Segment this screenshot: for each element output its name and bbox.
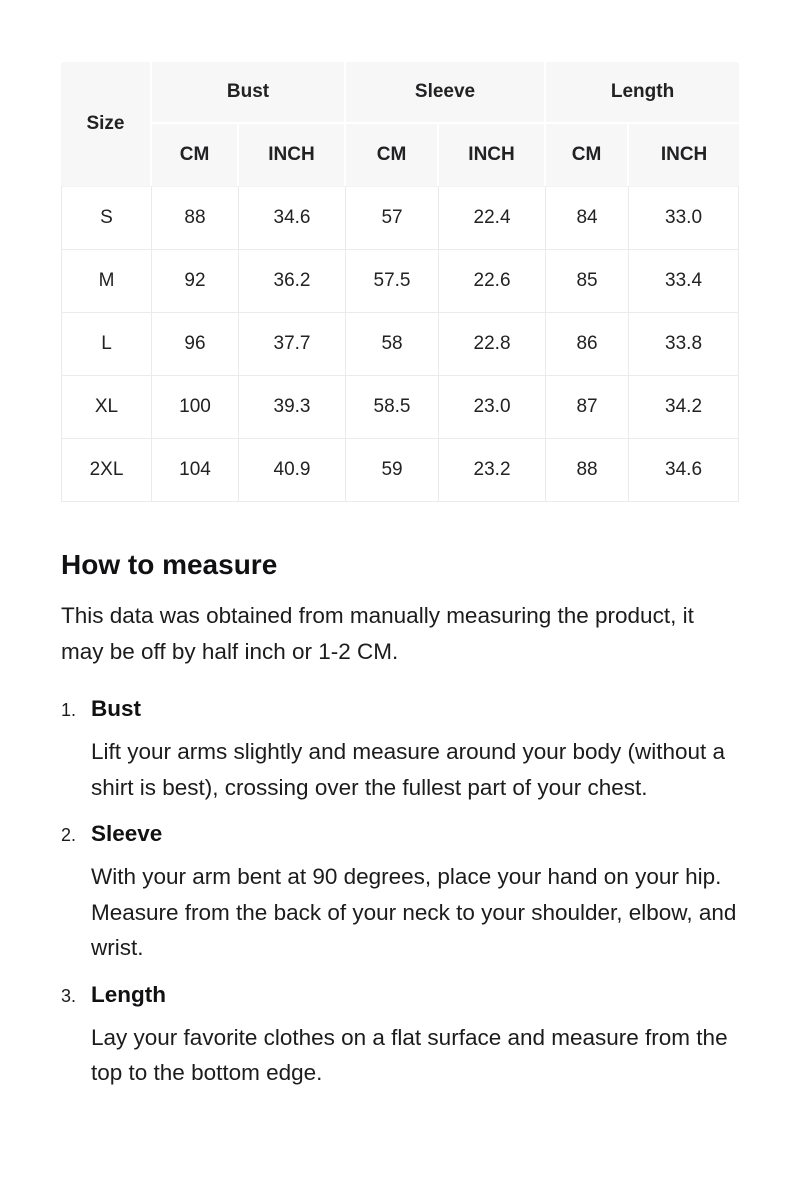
size-cell: M <box>61 250 152 313</box>
sleeve-cm-cell: 58 <box>346 313 440 376</box>
step-heading: 3. Length <box>61 980 739 1010</box>
size-cell: 2XL <box>61 439 152 502</box>
sleeve-group-header: Sleeve <box>346 62 547 124</box>
table-row-m: M 92 36.2 57.5 22.6 85 33.4 <box>61 250 740 313</box>
bust-cm-cell: 104 <box>152 439 239 502</box>
step-heading: 1. Bust <box>61 694 739 724</box>
length-cm-cell: 85 <box>546 250 630 313</box>
step-title: Length <box>91 981 166 1007</box>
table-row-s: S 88 34.6 57 22.4 84 33.0 <box>61 186 740 250</box>
size-chart-header: Size Bust Sleeve Length CM INCH CM INCH … <box>61 62 740 186</box>
measure-step-bust: 1. Bust Lift your arms slightly and meas… <box>61 694 739 805</box>
bust-group-header: Bust <box>152 62 347 124</box>
bust-cm-cell: 92 <box>152 250 239 313</box>
length-cm-cell: 86 <box>546 313 630 376</box>
sleeve-inch-cell: 22.4 <box>439 186 547 250</box>
length-inch-cell: 33.0 <box>629 186 740 250</box>
bust-cm-cell: 100 <box>152 376 239 439</box>
step-number: 2. <box>61 825 77 845</box>
size-column-header: Size <box>61 62 152 186</box>
length-inch-cell: 33.8 <box>629 313 740 376</box>
sleeve-cm-cell: 58.5 <box>346 376 440 439</box>
length-cm-cell: 88 <box>546 439 630 502</box>
sleeve-inch-cell: 23.2 <box>439 439 547 502</box>
size-chart-body: S 88 34.6 57 22.4 84 33.0 M 92 36.2 57.5… <box>61 186 740 502</box>
step-description: With your arm bent at 90 degrees, place … <box>91 864 737 960</box>
measure-steps-list: 1. Bust Lift your arms slightly and meas… <box>61 694 739 1091</box>
sleeve-cm-cell: 57.5 <box>346 250 440 313</box>
step-description: Lift your arms slightly and measure arou… <box>91 739 726 800</box>
size-cell: S <box>61 186 152 250</box>
sleeve-cm-cell: 57 <box>346 186 440 250</box>
bust-cm-cell: 88 <box>152 186 239 250</box>
length-cm-header: CM <box>546 124 630 186</box>
step-description: Lay your favorite clothes on a flat surf… <box>91 1024 728 1086</box>
step-number: 3. <box>61 985 77 1006</box>
length-group-header: Length <box>546 62 740 124</box>
sleeve-cm-cell: 59 <box>346 439 440 502</box>
length-cm-cell: 87 <box>546 376 630 439</box>
step-title: Sleeve <box>91 821 163 846</box>
size-cell: XL <box>61 376 152 439</box>
bust-inch-cell: 40.9 <box>239 439 347 502</box>
table-row-2xl: 2XL 104 40.9 59 23.2 88 34.6 <box>61 439 740 502</box>
length-inch-cell: 34.6 <box>629 439 740 502</box>
bust-inch-cell: 36.2 <box>239 250 347 313</box>
bust-inch-cell: 34.6 <box>239 186 347 250</box>
bust-inch-cell: 39.3 <box>239 376 347 439</box>
sleeve-inch-cell: 22.6 <box>439 250 547 313</box>
how-to-measure-heading: How to measure <box>61 549 278 580</box>
sleeve-inch-cell: 23.0 <box>439 376 547 439</box>
length-cm-cell: 84 <box>546 186 630 250</box>
length-inch-cell: 33.4 <box>629 250 740 313</box>
table-row-xl: XL 100 39.3 58.5 23.0 87 34.2 <box>61 376 740 439</box>
sleeve-inch-cell: 22.8 <box>439 313 547 376</box>
sleeve-cm-header: CM <box>346 124 440 186</box>
length-inch-cell: 34.2 <box>629 376 740 439</box>
step-heading: 2. Sleeve <box>61 819 739 849</box>
measure-step-length: 3. Length Lay your favorite clothes on a… <box>61 980 739 1091</box>
sleeve-inch-header: INCH <box>439 124 547 186</box>
bust-cm-cell: 96 <box>152 313 239 376</box>
step-number: 1. <box>61 700 77 720</box>
measure-step-sleeve: 2. Sleeve With your arm bent at 90 degre… <box>61 819 739 966</box>
step-title: Bust <box>91 696 141 721</box>
size-chart-table: Size Bust Sleeve Length CM INCH CM INCH … <box>61 62 740 502</box>
size-cell: L <box>61 313 152 376</box>
bust-inch-header: INCH <box>239 124 347 186</box>
measure-intro-text: This data was obtained from manually mea… <box>61 603 694 664</box>
length-inch-header: INCH <box>629 124 740 186</box>
bust-inch-cell: 37.7 <box>239 313 347 376</box>
table-row-l: L 96 37.7 58 22.8 86 33.8 <box>61 313 740 376</box>
bust-cm-header: CM <box>152 124 239 186</box>
